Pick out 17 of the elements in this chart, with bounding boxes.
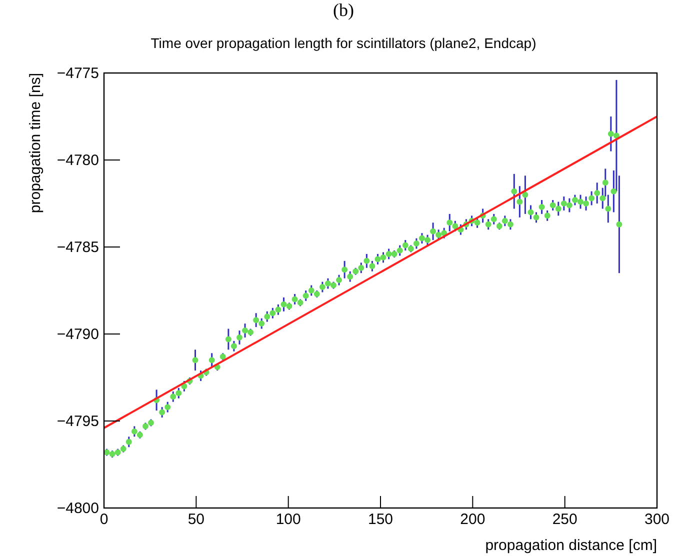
y-tick-label: −4790 xyxy=(56,326,99,343)
x-tick-label: 200 xyxy=(460,511,486,528)
x-tick-label: 250 xyxy=(552,511,578,528)
y-axis-title: propagation time [ns] xyxy=(27,73,44,214)
y-tick-label: −4795 xyxy=(56,413,99,430)
y-tick-label: −4780 xyxy=(56,152,99,169)
y-tick-label: −4785 xyxy=(56,239,99,256)
x-tick-label: 0 xyxy=(100,511,108,528)
chart-title: Time over propagation length for scintillators (plane2, Endcap) xyxy=(150,35,536,51)
x-tick-label: 50 xyxy=(188,511,205,528)
x-tick-label: 300 xyxy=(644,511,670,528)
y-tick-label: −4775 xyxy=(56,65,99,82)
text: (b) xyxy=(333,0,354,20)
x-tick-label: 100 xyxy=(276,511,301,528)
x-tick-label: 150 xyxy=(368,511,394,528)
y-tick-label: −4800 xyxy=(56,500,99,517)
x-axis-title: propagation distance [cm] xyxy=(485,537,657,554)
